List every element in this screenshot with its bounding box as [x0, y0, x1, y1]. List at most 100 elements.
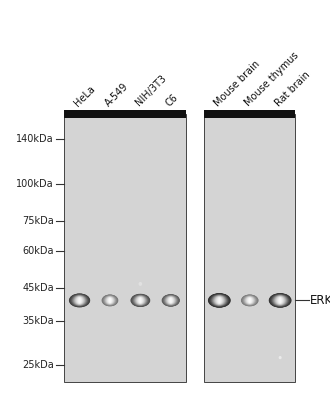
Ellipse shape [278, 297, 283, 304]
Ellipse shape [78, 298, 81, 303]
Ellipse shape [102, 294, 118, 306]
Bar [64, 114, 186, 382]
Ellipse shape [70, 294, 89, 307]
Ellipse shape [109, 298, 111, 302]
Ellipse shape [102, 295, 118, 306]
Ellipse shape [245, 296, 255, 305]
Ellipse shape [244, 296, 255, 305]
Ellipse shape [168, 297, 174, 304]
Ellipse shape [73, 295, 86, 306]
Ellipse shape [132, 294, 149, 306]
Ellipse shape [279, 298, 281, 303]
Ellipse shape [279, 298, 281, 303]
Ellipse shape [163, 295, 179, 306]
Ellipse shape [249, 298, 250, 302]
Ellipse shape [277, 297, 283, 304]
Ellipse shape [215, 296, 223, 304]
Ellipse shape [109, 298, 111, 303]
Ellipse shape [131, 294, 150, 307]
Ellipse shape [270, 294, 290, 307]
Ellipse shape [71, 294, 88, 306]
Ellipse shape [242, 295, 258, 306]
Ellipse shape [219, 298, 220, 303]
Ellipse shape [135, 296, 146, 305]
Ellipse shape [108, 298, 112, 303]
Ellipse shape [276, 296, 285, 305]
Ellipse shape [276, 296, 284, 304]
Ellipse shape [138, 298, 142, 303]
Ellipse shape [269, 293, 291, 308]
Text: Mouse brain: Mouse brain [212, 58, 262, 108]
Ellipse shape [246, 297, 253, 304]
Ellipse shape [69, 294, 90, 307]
Text: Rat brain: Rat brain [273, 69, 312, 108]
Text: 35kDa: 35kDa [22, 316, 54, 326]
Ellipse shape [72, 295, 88, 306]
Ellipse shape [272, 294, 288, 306]
Ellipse shape [244, 296, 256, 305]
Ellipse shape [136, 296, 145, 305]
Ellipse shape [248, 298, 251, 303]
Ellipse shape [249, 298, 251, 303]
Ellipse shape [243, 295, 257, 306]
Ellipse shape [75, 296, 85, 305]
Bar [64, 110, 186, 118]
Ellipse shape [77, 297, 82, 304]
Ellipse shape [162, 294, 180, 307]
Text: 45kDa: 45kDa [22, 283, 54, 293]
Ellipse shape [169, 298, 173, 303]
Ellipse shape [167, 297, 175, 304]
Ellipse shape [78, 297, 82, 304]
Ellipse shape [72, 295, 87, 306]
Ellipse shape [168, 297, 173, 304]
Ellipse shape [79, 298, 80, 303]
Ellipse shape [169, 298, 172, 303]
Ellipse shape [271, 294, 289, 307]
Ellipse shape [71, 294, 88, 306]
Ellipse shape [275, 296, 285, 305]
Ellipse shape [75, 296, 84, 304]
Ellipse shape [138, 297, 143, 304]
Ellipse shape [169, 298, 173, 303]
Ellipse shape [107, 297, 113, 304]
Ellipse shape [166, 296, 176, 305]
Ellipse shape [139, 298, 142, 303]
Ellipse shape [209, 294, 229, 307]
Ellipse shape [135, 296, 146, 305]
Ellipse shape [139, 282, 142, 286]
Ellipse shape [212, 295, 227, 306]
Ellipse shape [133, 295, 148, 306]
Ellipse shape [272, 294, 289, 306]
Ellipse shape [75, 296, 84, 305]
Ellipse shape [269, 293, 291, 308]
Ellipse shape [163, 295, 179, 306]
Ellipse shape [248, 298, 251, 303]
Ellipse shape [278, 297, 282, 304]
Ellipse shape [166, 296, 176, 304]
Ellipse shape [216, 296, 223, 304]
Ellipse shape [70, 294, 89, 307]
Ellipse shape [162, 294, 180, 306]
Ellipse shape [247, 298, 252, 303]
Ellipse shape [211, 294, 228, 306]
Ellipse shape [103, 295, 117, 306]
Ellipse shape [245, 296, 255, 304]
Ellipse shape [140, 298, 141, 302]
Ellipse shape [218, 298, 220, 303]
Text: 60kDa: 60kDa [22, 246, 54, 256]
Ellipse shape [105, 296, 115, 304]
Bar [204, 110, 295, 118]
Bar [204, 114, 295, 382]
Ellipse shape [104, 296, 116, 305]
Ellipse shape [170, 298, 172, 303]
Ellipse shape [108, 298, 112, 303]
Ellipse shape [164, 295, 178, 306]
Text: NIH/3T3: NIH/3T3 [133, 73, 168, 108]
Ellipse shape [140, 298, 141, 303]
Ellipse shape [102, 295, 118, 306]
Ellipse shape [76, 296, 83, 304]
Ellipse shape [274, 296, 286, 305]
Ellipse shape [241, 295, 258, 306]
Text: A-549: A-549 [103, 81, 130, 108]
Ellipse shape [134, 296, 146, 305]
